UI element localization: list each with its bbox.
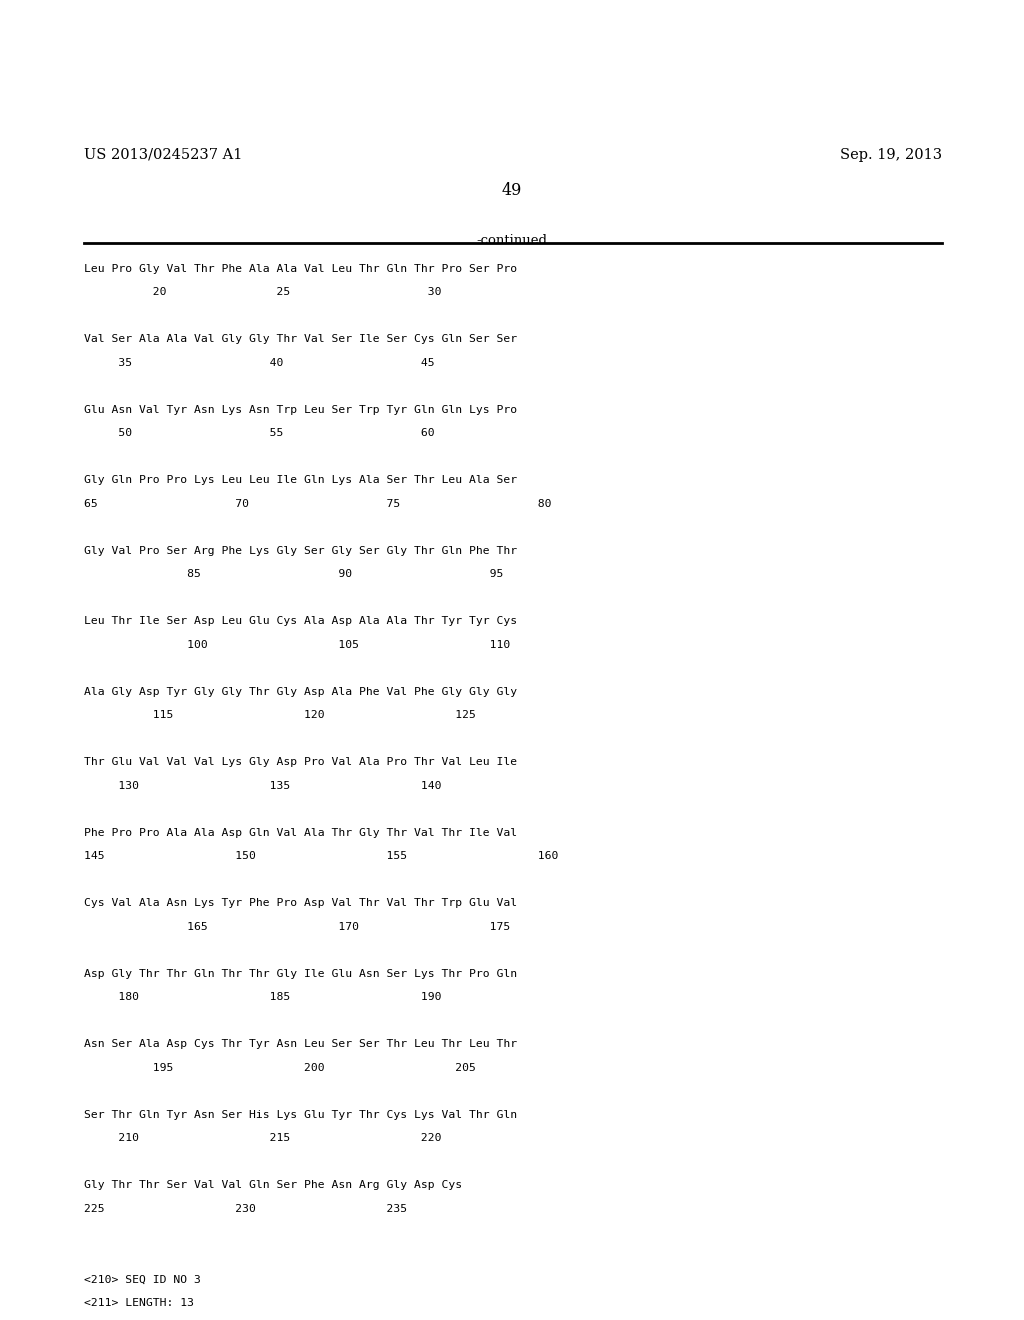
Text: Asp Gly Thr Thr Gln Thr Thr Gly Ile Glu Asn Ser Lys Thr Pro Gln: Asp Gly Thr Thr Gln Thr Thr Gly Ile Glu … (84, 969, 517, 979)
Text: 210                   215                   220: 210 215 220 (84, 1134, 441, 1143)
Text: 65                    70                    75                    80: 65 70 75 80 (84, 499, 552, 510)
Text: Cys Val Ala Asn Lys Tyr Phe Pro Asp Val Thr Val Thr Trp Glu Val: Cys Val Ala Asn Lys Tyr Phe Pro Asp Val … (84, 899, 517, 908)
Text: -continued: -continued (476, 234, 548, 247)
Text: 20                25                    30: 20 25 30 (84, 288, 441, 297)
Text: 85                    90                    95: 85 90 95 (84, 569, 504, 579)
Text: 100                   105                   110: 100 105 110 (84, 640, 510, 649)
Text: 145                   150                   155                   160: 145 150 155 160 (84, 851, 558, 862)
Text: 50                    55                    60: 50 55 60 (84, 429, 434, 438)
Text: Ser Thr Gln Tyr Asn Ser His Lys Glu Tyr Thr Cys Lys Val Thr Gln: Ser Thr Gln Tyr Asn Ser His Lys Glu Tyr … (84, 1110, 517, 1119)
Text: 180                   185                   190: 180 185 190 (84, 993, 441, 1002)
Text: Gly Thr Thr Ser Val Val Gln Ser Phe Asn Arg Gly Asp Cys: Gly Thr Thr Ser Val Val Gln Ser Phe Asn … (84, 1180, 462, 1191)
Text: Gly Val Pro Ser Arg Phe Lys Gly Ser Gly Ser Gly Thr Gln Phe Thr: Gly Val Pro Ser Arg Phe Lys Gly Ser Gly … (84, 546, 517, 556)
Text: Thr Glu Val Val Val Lys Gly Asp Pro Val Ala Pro Thr Val Leu Ile: Thr Glu Val Val Val Lys Gly Asp Pro Val … (84, 758, 517, 767)
Text: 115                   120                   125: 115 120 125 (84, 710, 476, 721)
Text: 49: 49 (502, 182, 522, 199)
Text: Gly Gln Pro Pro Lys Leu Leu Ile Gln Lys Ala Ser Thr Leu Ala Ser: Gly Gln Pro Pro Lys Leu Leu Ile Gln Lys … (84, 475, 517, 486)
Text: Glu Asn Val Tyr Asn Lys Asn Trp Leu Ser Trp Tyr Gln Gln Lys Pro: Glu Asn Val Tyr Asn Lys Asn Trp Leu Ser … (84, 405, 517, 414)
Text: Sep. 19, 2013: Sep. 19, 2013 (840, 148, 942, 162)
Text: <210> SEQ ID NO 3: <210> SEQ ID NO 3 (84, 1274, 201, 1284)
Text: Leu Thr Ile Ser Asp Leu Glu Cys Ala Asp Ala Ala Thr Tyr Tyr Cys: Leu Thr Ile Ser Asp Leu Glu Cys Ala Asp … (84, 616, 517, 627)
Text: 35                    40                    45: 35 40 45 (84, 358, 434, 368)
Text: 130                   135                   140: 130 135 140 (84, 781, 441, 791)
Text: Leu Pro Gly Val Thr Phe Ala Ala Val Leu Thr Gln Thr Pro Ser Pro: Leu Pro Gly Val Thr Phe Ala Ala Val Leu … (84, 264, 517, 275)
Text: <211> LENGTH: 13: <211> LENGTH: 13 (84, 1298, 194, 1308)
Text: Val Ser Ala Ala Val Gly Gly Thr Val Ser Ile Ser Cys Gln Ser Ser: Val Ser Ala Ala Val Gly Gly Thr Val Ser … (84, 334, 517, 345)
Text: Asn Ser Ala Asp Cys Thr Tyr Asn Leu Ser Ser Thr Leu Thr Leu Thr: Asn Ser Ala Asp Cys Thr Tyr Asn Leu Ser … (84, 1039, 517, 1049)
Text: 165                   170                   175: 165 170 175 (84, 921, 510, 932)
Text: 225                   230                   235: 225 230 235 (84, 1204, 408, 1214)
Text: Ala Gly Asp Tyr Gly Gly Thr Gly Asp Ala Phe Val Phe Gly Gly Gly: Ala Gly Asp Tyr Gly Gly Thr Gly Asp Ala … (84, 686, 517, 697)
Text: Phe Pro Pro Ala Ala Asp Gln Val Ala Thr Gly Thr Val Thr Ile Val: Phe Pro Pro Ala Ala Asp Gln Val Ala Thr … (84, 828, 517, 838)
Text: US 2013/0245237 A1: US 2013/0245237 A1 (84, 148, 243, 162)
Text: 195                   200                   205: 195 200 205 (84, 1063, 476, 1073)
